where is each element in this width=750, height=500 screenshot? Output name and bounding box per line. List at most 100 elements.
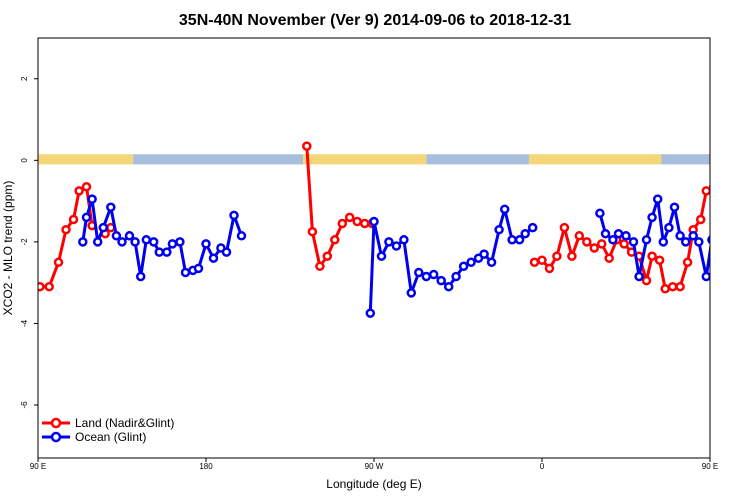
data-point-land	[708, 183, 710, 190]
legend-swatch-marker	[50, 431, 62, 443]
data-point-ocean	[479, 249, 489, 259]
data-point-land	[74, 186, 84, 196]
data-point-ocean	[148, 237, 159, 247]
data-point-ocean	[658, 237, 669, 247]
series-ocean	[78, 194, 723, 318]
y-tick-label: -6	[20, 401, 29, 409]
data-point-land	[352, 216, 362, 227]
data-point-ocean	[98, 222, 109, 233]
legend-item-land: Land (Nadir&Glint)	[42, 416, 174, 430]
data-point-ocean	[621, 231, 631, 241]
data-point-land	[344, 212, 355, 223]
data-point-ocean	[600, 228, 611, 239]
band-segment-ocean	[661, 154, 710, 165]
data-point-land	[647, 251, 657, 261]
data-point-land	[44, 281, 54, 292]
data-point-ocean	[527, 222, 538, 233]
surface-band	[38, 154, 710, 165]
data-point-ocean	[124, 231, 135, 241]
data-point-ocean	[499, 204, 510, 215]
data-point-land	[589, 243, 600, 253]
data-point-ocean	[613, 228, 624, 239]
data-point-land	[596, 239, 607, 249]
data-point-land	[695, 214, 706, 225]
data-point-ocean	[399, 235, 409, 245]
data-point-land	[552, 251, 562, 261]
y-tick-label: -2	[20, 238, 29, 246]
data-point-ocean	[369, 216, 379, 227]
data-point-land	[654, 255, 665, 265]
band-segment-land	[38, 154, 134, 165]
data-point-land	[574, 231, 585, 241]
data-point-land	[682, 257, 693, 268]
data-point-ocean	[175, 237, 185, 247]
data-point-land	[667, 281, 678, 292]
data-point-land	[567, 251, 577, 261]
data-point-ocean	[406, 288, 417, 298]
chart-title: 35N-40N November (Ver 9) 2014-09-06 to 2…	[179, 12, 571, 29]
data-point-land	[559, 222, 570, 233]
data-point-ocean	[436, 275, 446, 286]
data-point-ocean	[236, 231, 247, 241]
data-point-ocean	[680, 237, 691, 247]
data-point-land	[38, 281, 45, 292]
series-layer	[38, 141, 730, 318]
legend-label: Ocean (Glint)	[75, 430, 146, 444]
data-point-ocean	[106, 202, 116, 212]
legend: Land (Nadir&Glint)Ocean (Glint)	[42, 416, 174, 444]
legend-swatch-marker	[50, 417, 62, 429]
y-tick-label: -4	[20, 319, 29, 327]
data-point-ocean	[641, 235, 652, 245]
data-point-ocean	[414, 267, 424, 278]
data-point-ocean	[208, 253, 219, 263]
x-tick-label: 180	[199, 462, 213, 471]
data-point-ocean	[628, 237, 639, 247]
x-tick-label: 90 W	[365, 462, 384, 471]
x-tick-label: 90 E	[702, 462, 718, 471]
data-point-land	[315, 261, 325, 272]
x-axis-label: Longitude (deg E)	[326, 477, 421, 491]
data-point-ocean	[443, 281, 454, 292]
y-axis: 2 0 -2 -4 -6	[20, 76, 38, 409]
data-point-ocean	[486, 257, 497, 268]
data-point-ocean	[167, 239, 178, 249]
data-point-land	[307, 226, 318, 237]
data-point-land	[302, 141, 312, 151]
data-point-ocean	[595, 208, 605, 219]
data-point-land	[322, 251, 333, 261]
data-point-land	[619, 239, 629, 249]
data-point-ocean	[376, 251, 387, 261]
data-point-land	[641, 275, 652, 286]
data-point-ocean	[669, 202, 680, 212]
y-tick-label: 0	[20, 158, 29, 163]
data-point-ocean	[647, 212, 657, 223]
data-point-ocean	[78, 237, 88, 247]
data-point-land	[544, 263, 555, 274]
data-point-ocean	[520, 228, 530, 239]
y-axis-label: XCO2 - MLO trend (ppm)	[1, 181, 15, 316]
data-point-ocean	[466, 257, 476, 268]
data-point-ocean	[634, 271, 644, 282]
data-point-ocean	[608, 235, 618, 245]
data-point-ocean	[193, 263, 204, 274]
data-point-ocean	[514, 235, 525, 245]
data-point-ocean	[221, 247, 232, 257]
data-point-land	[675, 281, 685, 292]
x-axis: 90 E 180 90 W 0 90 E	[30, 458, 718, 471]
data-point-land	[330, 235, 340, 245]
data-point-ocean	[701, 271, 710, 282]
data-point-ocean	[421, 271, 432, 282]
data-point-ocean	[87, 194, 97, 204]
data-point-ocean	[384, 237, 394, 247]
data-point-ocean	[154, 247, 165, 257]
x-tick-label: 90 E	[30, 462, 46, 471]
band-segment-ocean	[133, 154, 304, 165]
data-point-land	[723, 228, 730, 235]
data-point-ocean	[92, 237, 103, 247]
data-point-land	[81, 182, 92, 192]
data-point-ocean	[652, 194, 663, 204]
data-point-land	[701, 186, 710, 196]
data-point-land	[53, 257, 64, 268]
data-point-land	[604, 253, 614, 263]
data-point-ocean	[716, 240, 723, 247]
